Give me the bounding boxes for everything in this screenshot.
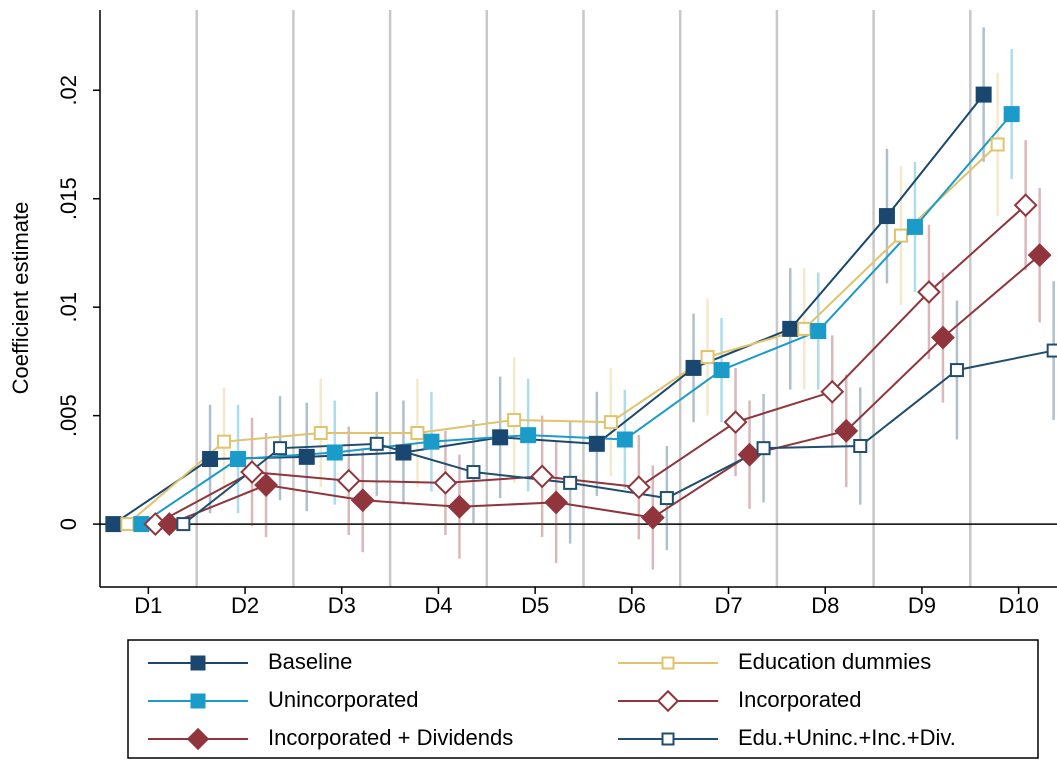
y-tick-label: .005 xyxy=(56,394,81,437)
y-axis-label: Coefficient estimate xyxy=(8,202,33,395)
marker xyxy=(975,86,992,103)
marker xyxy=(931,325,955,350)
marker xyxy=(466,465,481,480)
marker xyxy=(656,689,680,713)
marker xyxy=(492,429,509,446)
marker xyxy=(563,475,578,490)
marker xyxy=(1046,343,1057,358)
y-tick-label: .01 xyxy=(56,292,81,323)
marker xyxy=(240,460,264,484)
marker xyxy=(176,517,191,532)
marker xyxy=(723,410,748,435)
y-tick-label: 0 xyxy=(56,518,81,530)
x-tick-label: D9 xyxy=(908,593,936,618)
x-tick-label: D3 xyxy=(328,593,356,618)
marker xyxy=(190,693,206,709)
marker xyxy=(782,320,799,337)
marker xyxy=(190,655,206,671)
marker xyxy=(530,464,555,489)
y-tick-label: .015 xyxy=(56,177,81,220)
marker xyxy=(949,363,964,378)
marker xyxy=(410,425,425,440)
marker xyxy=(810,323,827,340)
legend-label: Incorporated xyxy=(738,687,862,712)
legend-label: Edu.+Uninc.+Inc.+Div. xyxy=(738,725,956,750)
marker xyxy=(520,427,537,444)
marker xyxy=(893,228,908,243)
series-line xyxy=(140,113,1013,525)
marker xyxy=(273,441,288,456)
marker xyxy=(298,448,315,465)
marker xyxy=(878,208,895,225)
marker xyxy=(603,415,618,430)
marker xyxy=(202,451,219,468)
x-tick-label: D10 xyxy=(998,593,1038,618)
marker xyxy=(186,727,210,751)
marker xyxy=(350,488,375,513)
marker xyxy=(990,137,1005,152)
legend-box xyxy=(127,639,1039,759)
marker xyxy=(661,656,675,670)
marker xyxy=(313,425,328,440)
x-tick-label: D8 xyxy=(811,593,839,618)
marker xyxy=(713,362,730,379)
marker xyxy=(1013,193,1038,218)
x-tick-label: D6 xyxy=(618,593,646,618)
marker xyxy=(853,439,868,454)
marker xyxy=(626,475,651,500)
marker xyxy=(230,451,247,468)
series-line xyxy=(154,204,1027,525)
x-tick-label: D2 xyxy=(231,593,259,618)
legend-label: Education dummies xyxy=(738,649,931,674)
marker xyxy=(797,321,812,336)
legend-label: Incorporated + Dividends xyxy=(268,725,513,750)
marker xyxy=(917,280,941,304)
y-tick-label: .02 xyxy=(56,75,81,106)
marker xyxy=(661,732,675,746)
marker xyxy=(369,436,384,451)
marker xyxy=(423,433,440,450)
marker xyxy=(336,468,361,493)
marker xyxy=(254,473,278,497)
legend-label: Baseline xyxy=(268,649,352,674)
marker xyxy=(217,434,232,449)
marker xyxy=(544,490,569,515)
x-tick-label: D4 xyxy=(424,593,452,618)
x-tick-label: D1 xyxy=(134,593,162,618)
marker xyxy=(1027,243,1052,268)
marker xyxy=(120,517,135,532)
marker xyxy=(588,435,605,452)
marker xyxy=(659,491,674,506)
marker xyxy=(105,516,122,533)
marker xyxy=(700,350,715,365)
marker xyxy=(1003,106,1020,123)
x-tick-label: D5 xyxy=(521,593,549,618)
x-tick-label: D7 xyxy=(714,593,742,618)
marker xyxy=(447,494,472,519)
legend-label: Unincorporated xyxy=(268,687,418,712)
marker xyxy=(616,431,633,448)
marker xyxy=(640,505,665,530)
marker xyxy=(507,412,522,427)
marker xyxy=(906,218,923,235)
marker xyxy=(834,418,859,443)
series-line xyxy=(168,254,1041,526)
marker xyxy=(433,470,458,495)
marker xyxy=(685,359,702,376)
marker xyxy=(820,379,845,404)
marker xyxy=(326,444,343,461)
marker xyxy=(756,441,771,456)
marker xyxy=(395,444,412,461)
series-line xyxy=(126,143,999,525)
